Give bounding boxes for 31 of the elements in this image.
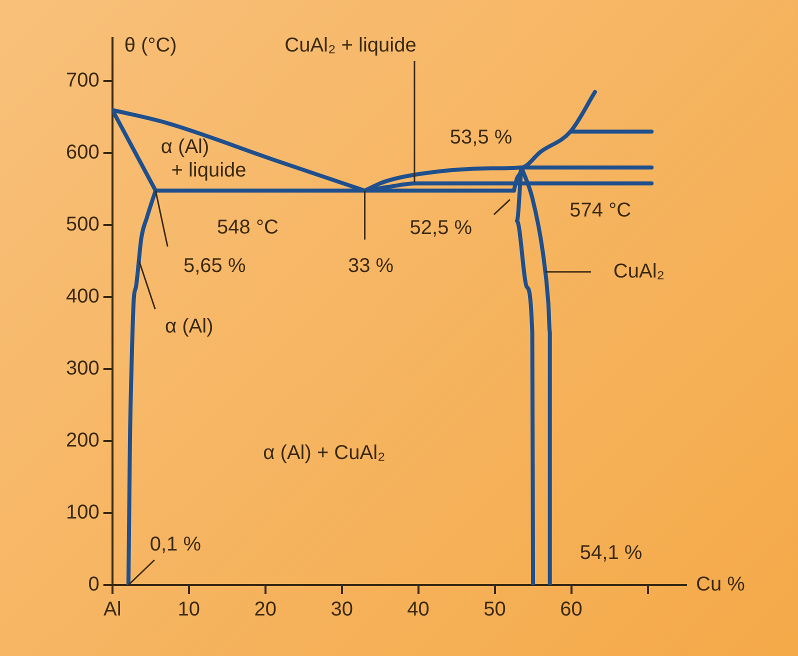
y-tick-label: 200 [66,430,100,452]
annotation: 33 % [348,255,394,278]
x-tick-label: 50 [484,598,506,621]
y-tick-label: 700 [66,70,100,92]
annotation: α (Al) [165,316,214,338]
annotation: 0,1 % [150,534,202,556]
x-tick-label: 60 [560,598,582,621]
annotation: α (Al) + CuAl₂ [263,442,386,464]
x-tick-label: 20 [254,598,276,621]
annotation: CuAl₂ [613,260,665,282]
y-tick-label: 0 [88,574,100,596]
x-tick-label: Al [103,598,122,621]
annotation: 548 °C [217,216,278,239]
x-tick-label: 40 [407,598,430,621]
y-tick-label: 500 [66,214,100,236]
y-tick-label: 100 [66,502,100,524]
annotation: α (Al) [160,136,210,158]
y-tick-label: 400 [66,286,100,308]
annotation: 5,65 % [183,255,246,278]
x-tick-label: 10 [178,598,200,621]
y-tick-label: 300 [66,358,100,380]
annotation: 574 °C [570,199,632,222]
annotation: + liquide [171,160,246,182]
annotation: CuAl₂ + liquide [284,34,416,56]
y-tick-label: 600 [66,142,100,164]
annotation: 54,1 % [580,542,642,564]
x-tick-label: 30 [330,598,353,621]
annotation: 52,5 % [410,217,472,240]
x-axis-title: Cu % [696,574,746,596]
annotation: 53,5 % [450,126,512,149]
y-axis-title: θ (°C) [124,34,177,57]
